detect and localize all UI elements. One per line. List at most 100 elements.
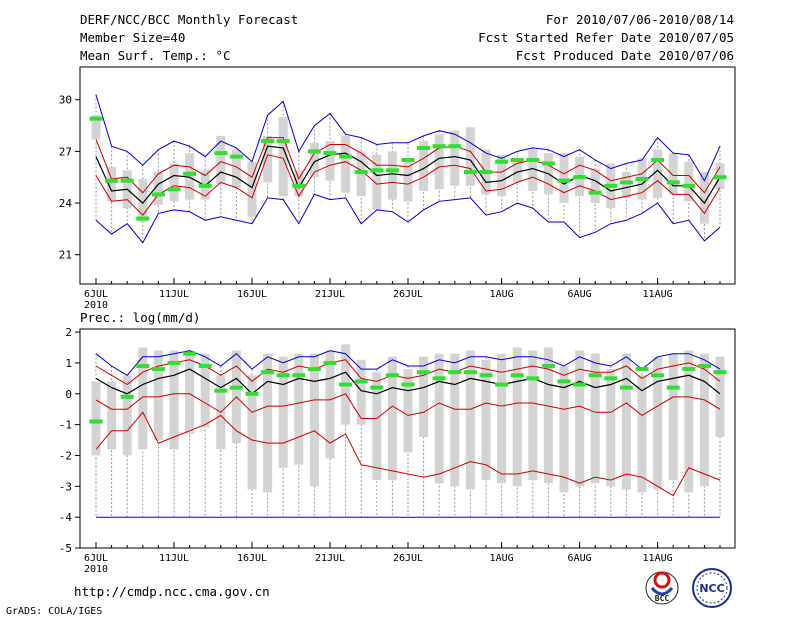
spread-box (107, 166, 117, 202)
y-tick-label: 30 (59, 94, 72, 107)
spread-box (575, 350, 585, 487)
observation-marker (292, 183, 306, 188)
spread-box (278, 356, 288, 468)
spread-box (559, 366, 569, 493)
spread-box (512, 347, 522, 487)
observation-marker (651, 158, 665, 162)
observation-marker (401, 158, 415, 162)
observation-marker (495, 382, 509, 387)
observation-marker (89, 419, 103, 424)
observation-marker (666, 180, 680, 185)
observation-marker (339, 382, 353, 387)
observation-marker (604, 376, 618, 381)
series-mean-2-sd (95, 411, 721, 497)
observation-marker (214, 151, 228, 156)
spread-box (497, 353, 507, 484)
observation-marker (588, 373, 602, 378)
y-tick-label: -1 (59, 419, 72, 432)
spread-box (341, 135, 351, 193)
spread-box (419, 141, 429, 191)
member-size: Member Size=40 (80, 30, 185, 45)
spread-box (450, 130, 460, 186)
ncc-logo-text: NCC (699, 582, 724, 595)
series-max (95, 350, 721, 376)
observation-marker (713, 175, 727, 180)
observation-marker (307, 367, 321, 372)
spread-box (528, 149, 538, 191)
observation-marker (635, 367, 649, 372)
observation-marker (354, 170, 368, 175)
observation-marker (307, 149, 321, 154)
spread-box (419, 356, 429, 437)
spread-box (138, 347, 148, 450)
observation-marker (183, 351, 197, 356)
observation-marker (120, 178, 134, 183)
variable-label: Mean Surf. Temp.: °C (80, 48, 231, 63)
spread-box (325, 141, 335, 181)
spread-box (528, 350, 538, 481)
spread-box (590, 168, 600, 204)
observation-marker (370, 385, 384, 390)
x-tick-label: 1AUG (490, 553, 514, 564)
observation-marker (479, 170, 493, 175)
observation-marker (370, 168, 384, 173)
spread-box (512, 158, 522, 183)
x-tick-label: 6AUG (568, 553, 592, 564)
observation-marker (120, 394, 134, 399)
observation-marker (214, 388, 228, 393)
x-tick-year: 2010 (84, 300, 108, 311)
observation-marker (573, 382, 587, 387)
x-tick-label: 16JUL (237, 553, 267, 564)
observation-marker (604, 183, 618, 188)
observation-marker (136, 364, 150, 369)
observation-marker (323, 151, 337, 156)
spread-box (153, 350, 163, 441)
observation-marker (198, 364, 212, 369)
spread-box (247, 161, 257, 217)
spread-box (606, 369, 616, 487)
spread-box (621, 353, 631, 490)
x-tick-label: 26JUL (393, 553, 423, 564)
spread-box (668, 353, 678, 481)
observation-marker (526, 158, 540, 162)
y-tick-label: -5 (59, 542, 72, 555)
x-tick-label: 11JUL (159, 553, 189, 564)
observation-marker (682, 183, 696, 188)
observation-marker (229, 385, 243, 390)
series-max (95, 94, 721, 182)
spread-box (450, 353, 460, 487)
observation-marker (651, 373, 665, 378)
series-ensemble-mean (95, 368, 721, 395)
precip-panel-title: Prec.: log(mm/d) (80, 310, 200, 325)
chart-title: DERF/NCC/BCC Monthly Forecast (80, 12, 298, 27)
x-tick-year: 2010 (84, 564, 108, 575)
observation-marker (245, 391, 259, 396)
observation-marker (89, 116, 103, 121)
source-url[interactable]: http://cmdp.ncc.cma.gov.cn (74, 584, 270, 599)
observation-marker (229, 154, 243, 159)
spread-box (543, 347, 553, 484)
bcc-logo-text: BCC (655, 594, 670, 603)
spread-box (653, 356, 663, 490)
spread-box (465, 127, 475, 186)
spread-box (668, 153, 678, 195)
x-tick-label: 11JUL (159, 289, 189, 300)
spread-box (91, 381, 101, 456)
spread-box (122, 375, 132, 456)
spread-box (590, 353, 600, 484)
spread-box (372, 372, 382, 481)
observation-marker (276, 139, 290, 144)
spread-box (403, 158, 413, 202)
spread-box (387, 356, 397, 481)
observation-marker (557, 178, 571, 183)
y-tick-label: 2 (65, 326, 72, 339)
series-mean-1-sd (95, 137, 721, 194)
observation-marker (261, 139, 275, 144)
observation-marker (526, 376, 540, 381)
observation-marker (510, 373, 524, 378)
x-tick-label: 21JUL (315, 289, 345, 300)
observation-marker (261, 370, 275, 375)
observation-marker (479, 373, 493, 378)
